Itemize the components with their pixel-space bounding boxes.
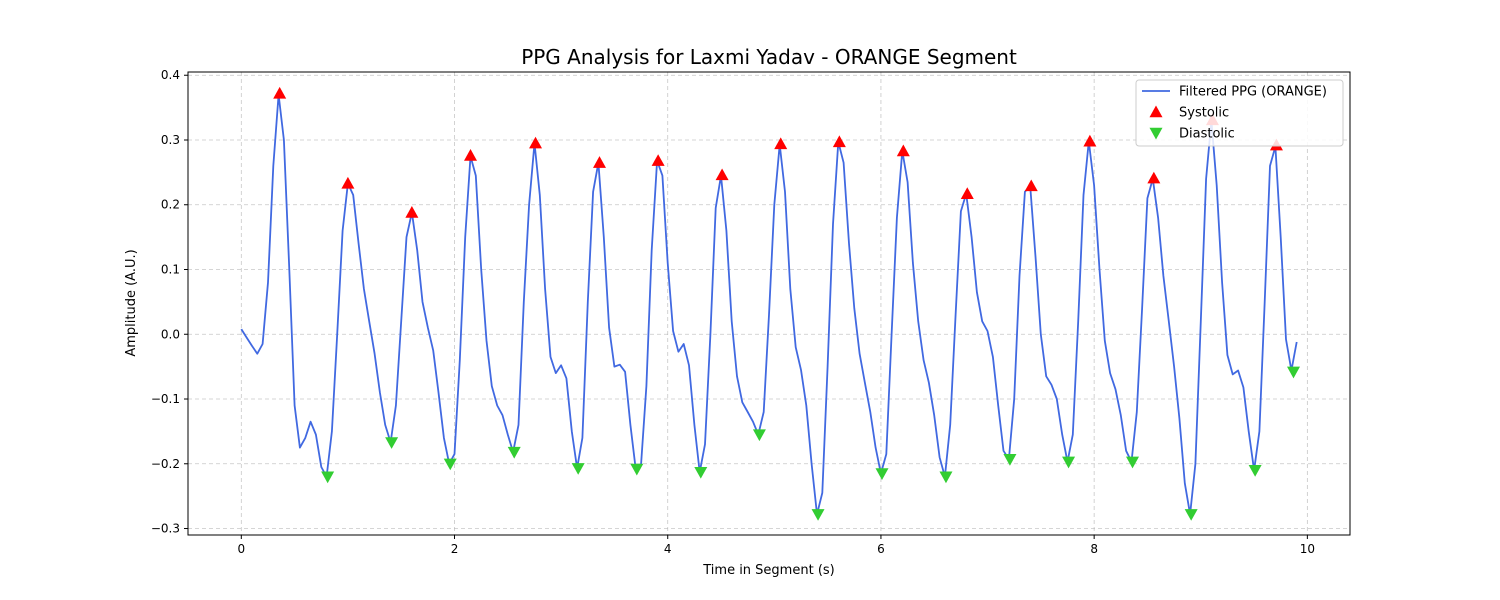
chart-title: PPG Analysis for Laxmi Yadav - ORANGE Se… (521, 45, 1017, 69)
y-tick-label: 0.2 (161, 198, 180, 212)
ppg-signal-line (240, 93, 1298, 516)
systolic-marker (592, 156, 606, 168)
diastolic-marker (1126, 456, 1140, 469)
systolic-marker (651, 154, 665, 166)
diastolic-marker (507, 446, 521, 459)
y-tick-label: −0.3 (151, 522, 180, 536)
y-axis-ticks: −0.3 −0.2 −0.1 0.0 0.1 0.2 0.3 0.4 (151, 68, 188, 536)
systolic-marker (832, 135, 846, 148)
x-tick-label: 0 (237, 542, 245, 556)
y-tick-label: 0.1 (161, 263, 180, 277)
systolic-marker (896, 144, 910, 157)
systolic-marker (464, 149, 478, 161)
x-tick-label: 10 (1300, 542, 1315, 556)
diastolic-marker (752, 429, 766, 442)
systolic-marker (1083, 134, 1097, 147)
diastolic-marker (939, 471, 953, 484)
x-axis-ticks: 0 2 4 6 8 10 (237, 535, 1315, 556)
x-tick-label: 2 (451, 542, 459, 556)
y-tick-label: 0.3 (161, 133, 180, 147)
legend-label: Systolic (1179, 106, 1229, 121)
plot-frame (187, 71, 1351, 536)
systolic-marker (960, 187, 974, 199)
y-tick-label: −0.2 (151, 457, 180, 471)
diastolic-marker (875, 468, 889, 480)
y-tick-label: 0.0 (161, 327, 180, 341)
diastolic-marker (321, 471, 335, 484)
systolic-marker (774, 137, 788, 150)
systolic-marker (715, 168, 729, 181)
legend-diastolic-swatch (1149, 127, 1163, 140)
x-axis-label: Time in Segment (s) (702, 563, 834, 578)
legend-systolic-swatch (1149, 105, 1163, 118)
systolic-marker (529, 136, 543, 149)
diastolic-marker (811, 509, 825, 521)
x-tick-label: 6 (877, 542, 885, 556)
diastolic-marker (571, 463, 585, 475)
x-tick-label: 4 (664, 542, 672, 556)
y-tick-label: −0.1 (151, 392, 180, 406)
legend: Filtered PPG (ORANGE) Systolic Diastolic (1135, 79, 1344, 147)
x-tick-label: 8 (1090, 542, 1098, 556)
systolic-marker (405, 206, 419, 218)
plot-content (240, 86, 1300, 521)
diastolic-marker (385, 437, 399, 449)
diastolic-marker (1248, 465, 1262, 477)
diastolic-marker (1003, 454, 1017, 466)
y-axis-label: Amplitude (A.U.) (124, 249, 139, 356)
systolic-marker (341, 176, 355, 189)
systolic-marker (1024, 179, 1038, 192)
legend-label: Diastolic (1179, 127, 1235, 142)
diastolic-marker (1286, 366, 1300, 379)
diastolic-marker (1184, 509, 1198, 521)
diastolic-marker (694, 466, 708, 479)
legend-label: Filtered PPG (ORANGE) (1179, 85, 1327, 100)
diastolic-marker (1062, 456, 1076, 469)
diastolic-marker (443, 458, 457, 471)
systolic-marker (1147, 171, 1161, 184)
diastolic-marker (630, 463, 644, 476)
systolic-marker (273, 86, 287, 99)
legend-box (1135, 79, 1344, 147)
y-tick-label: 0.4 (161, 68, 180, 82)
